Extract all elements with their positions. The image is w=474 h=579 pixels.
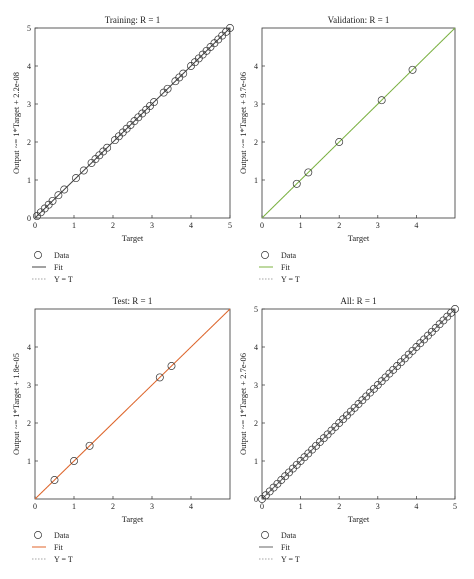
data-point [167,362,176,370]
legend-label-data: Data [54,251,70,260]
y-axis-label: Output ~= 1*Target + 1.8e-05 [11,353,21,455]
data-point [70,457,78,465]
data-point [50,476,59,484]
data-point [179,69,188,78]
x-tick-label: 3 [150,221,154,230]
y-tick-label: 4 [27,343,31,352]
y-tick-label: 0 [27,214,31,223]
data-point [292,179,301,188]
data-point [377,96,386,105]
x-tick-label: 5 [453,502,457,511]
legend-label-fit: Fit [281,543,291,552]
chart-panel-3: Test: R = 1 0 1 2 3 4 1 2 3 4 Target Output ~= 1*Ta… [11,296,231,564]
legend-label-yt: Y = T [281,275,300,284]
x-tick-label: 3 [150,502,154,511]
y-tick-label: 2 [27,138,31,147]
legend-label-fit: Fit [54,543,64,552]
legend-label-fit: Fit [54,263,64,272]
y-tick-label: 3 [27,100,31,109]
chart-panel-1: Training: R = 1 0 1 2 3 4 5 0 1 2 3 4 5 Target Output … [11,15,234,284]
chart-title: Validation: R = 1 [328,15,390,25]
y-tick-label: 3 [254,100,258,109]
data-point [163,84,172,93]
y-tick-label: 0 [254,495,258,504]
data-point [226,24,234,32]
y-tick-label: 1 [254,176,258,185]
data-point [304,168,313,177]
y-tick-label: 3 [27,381,31,390]
x-tick-label: 1 [72,221,76,230]
legend-label-data: Data [54,531,70,540]
y-tick-label: 4 [27,62,31,71]
legend-data-marker [261,531,269,539]
legend-label-fit: Fit [281,263,291,272]
data-point [451,305,459,313]
y-tick-label: 5 [254,305,258,314]
y-tick-label: 2 [27,419,31,428]
y-tick-label: 4 [254,343,258,352]
x-tick-label: 2 [337,502,341,511]
legend-label-yt: Y = T [54,555,73,564]
x-axis-label: Target [348,514,370,524]
y-tick-label: 2 [254,419,258,428]
legend-data-marker [34,531,42,539]
y-tick-label: 5 [27,24,31,33]
data-point [54,191,63,200]
x-tick-label: 3 [376,221,380,230]
y-tick-label: 2 [254,138,258,147]
legend-label-yt: Y = T [54,275,73,284]
data-point [155,373,164,382]
legend-label-data: Data [281,531,297,540]
chart-title: Test: R = 1 [113,296,153,306]
chart-title: Training: R = 1 [105,15,161,25]
x-tick-label: 2 [337,221,341,230]
x-tick-label: 0 [260,221,264,230]
data-point [408,65,417,74]
fit-line [34,308,231,500]
y-axis-label: Output ~= 1*Target + 2.7e-06 [238,353,248,455]
x-tick-label: 0 [33,221,37,230]
chart-panel-2: Validation: R = 1 0 1 2 3 4 1 2 3 4 Target Output ~… [238,15,456,284]
chart-panel-4: All: R = 1 0 1 2 3 4 5 0 1 2 3 4 5 Target Output ~= 1*… [238,296,459,564]
chart-title: All: R = 1 [340,296,376,306]
x-tick-label: 2 [111,221,115,230]
x-tick-label: 0 [33,502,37,511]
x-tick-label: 0 [260,502,264,511]
x-tick-label: 5 [228,221,232,230]
x-axis-label: Target [122,514,144,524]
y-tick-label: 1 [27,176,31,185]
y-tick-label: 3 [254,381,258,390]
data-point [71,174,80,183]
x-tick-label: 1 [72,502,76,511]
data-point [335,138,344,146]
x-tick-label: 4 [414,502,418,511]
legend-label-yt: Y = T [281,555,300,564]
x-tick-label: 4 [189,221,193,230]
legend-label-data: Data [281,251,297,260]
data-point [48,196,57,205]
legend-data-marker [261,251,269,259]
y-tick-label: 1 [27,457,31,466]
data-point [149,98,158,107]
x-tick-label: 4 [414,221,418,230]
x-tick-label: 1 [299,502,303,511]
data-point [103,143,112,152]
data-point [85,441,94,450]
x-axis-label: Target [122,233,144,243]
y-tick-label: 1 [254,457,258,466]
data-point [60,185,69,194]
y-tick-label: 4 [254,62,258,71]
x-tick-label: 3 [376,502,380,511]
data-point [79,166,88,175]
x-tick-label: 1 [299,221,303,230]
y-axis-label: Output ~= 1*Target + 9.7e-06 [238,72,248,174]
x-tick-label: 2 [111,502,115,511]
y-axis-label: Output ~= 1*Target + 2.2e-08 [11,72,21,174]
x-tick-label: 4 [189,502,193,511]
x-axis-label: Target [348,233,370,243]
legend-data-marker [34,251,42,259]
